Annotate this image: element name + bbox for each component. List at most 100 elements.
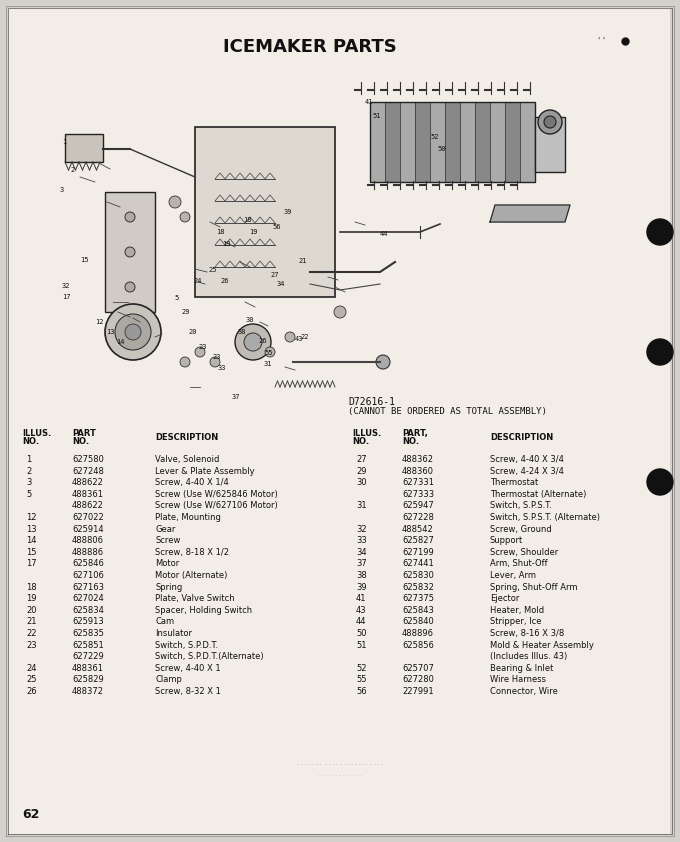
Text: Heater, Mold: Heater, Mold [490, 605, 544, 615]
Text: DESCRIPTION: DESCRIPTION [490, 433, 554, 442]
Text: Lever & Plate Assembly: Lever & Plate Assembly [155, 466, 254, 476]
Circle shape [285, 332, 295, 342]
Text: Spring, Shut-Off Arm: Spring, Shut-Off Arm [490, 583, 577, 592]
Text: 18: 18 [216, 229, 224, 235]
Text: Mold & Heater Assembly: Mold & Heater Assembly [490, 641, 594, 649]
Text: 13: 13 [106, 329, 114, 335]
Text: 627580: 627580 [72, 455, 104, 464]
Bar [415, 102, 430, 182]
Bar [65, 134, 103, 162]
Text: 14: 14 [26, 536, 37, 546]
Text: 26: 26 [26, 687, 37, 696]
Bar [370, 102, 535, 182]
Text: 3: 3 [60, 187, 64, 193]
Text: 627106: 627106 [72, 571, 104, 580]
Text: 488806: 488806 [72, 536, 104, 546]
Text: Stripper, Ice: Stripper, Ice [490, 617, 541, 626]
Text: 488372: 488372 [72, 687, 104, 696]
Circle shape [115, 314, 151, 350]
Circle shape [538, 110, 562, 134]
Text: PART,: PART, [402, 429, 428, 438]
Text: 625851: 625851 [72, 641, 104, 649]
Text: 627229: 627229 [72, 653, 104, 661]
Text: 625843: 625843 [402, 605, 434, 615]
Bar [535, 117, 565, 172]
Text: Wire Harness: Wire Harness [490, 675, 546, 685]
Text: 14: 14 [116, 339, 124, 345]
Circle shape [125, 247, 135, 257]
Text: 50: 50 [356, 629, 367, 638]
Text: 29: 29 [181, 309, 190, 315]
Text: 488362: 488362 [402, 455, 434, 464]
Text: 627199: 627199 [402, 548, 434, 557]
Text: Plate, Valve Switch: Plate, Valve Switch [155, 594, 235, 603]
Text: 5: 5 [26, 490, 31, 498]
Text: 18: 18 [26, 583, 37, 592]
Circle shape [125, 212, 135, 222]
Text: Lever, Arm: Lever, Arm [490, 571, 536, 580]
Text: Screw: Screw [155, 536, 180, 546]
Text: 20: 20 [26, 605, 37, 615]
Text: 23: 23 [26, 641, 37, 649]
Circle shape [180, 357, 190, 367]
Text: 39: 39 [284, 209, 292, 215]
Text: 34: 34 [356, 548, 367, 557]
Text: Switch, S.P.S.T. (Alternate): Switch, S.P.S.T. (Alternate) [490, 513, 600, 522]
Circle shape [195, 347, 205, 357]
Text: 488361: 488361 [72, 663, 104, 673]
Text: 627163: 627163 [72, 583, 104, 592]
Text: PART: PART [72, 429, 96, 438]
Circle shape [235, 324, 271, 360]
Text: 50: 50 [437, 146, 445, 152]
Text: 488886: 488886 [72, 548, 104, 557]
Text: 26: 26 [220, 278, 228, 284]
Circle shape [544, 116, 556, 128]
Text: 627441: 627441 [402, 559, 434, 568]
Text: 488360: 488360 [402, 466, 434, 476]
Circle shape [244, 333, 262, 351]
Text: Gear: Gear [155, 525, 175, 534]
Circle shape [265, 347, 275, 357]
Text: 18: 18 [243, 217, 252, 223]
Text: Connector, Wire: Connector, Wire [490, 687, 558, 696]
Text: 34: 34 [277, 281, 286, 287]
Text: 38: 38 [356, 571, 367, 580]
Text: NO.: NO. [402, 437, 419, 446]
Text: 17: 17 [62, 294, 71, 300]
Text: 32: 32 [356, 525, 367, 534]
Text: 12: 12 [26, 513, 37, 522]
Text: 12: 12 [95, 319, 103, 325]
Text: 41: 41 [356, 594, 367, 603]
Text: 488622: 488622 [72, 501, 104, 510]
Text: Motor: Motor [155, 559, 180, 568]
Circle shape [169, 196, 181, 208]
Text: Screw, 8-32 X 1: Screw, 8-32 X 1 [155, 687, 221, 696]
Text: 19: 19 [26, 594, 37, 603]
Bar [385, 102, 400, 182]
Text: 23: 23 [212, 354, 220, 360]
Text: Arm, Shut-Off: Arm, Shut-Off [490, 559, 547, 568]
Text: 625914: 625914 [72, 525, 103, 534]
Bar [195, 127, 335, 297]
Text: 62: 62 [22, 807, 39, 820]
Circle shape [180, 212, 190, 222]
Text: Screw, Ground: Screw, Ground [490, 525, 551, 534]
Text: Switch, S.P.D.T.: Switch, S.P.D.T. [155, 641, 218, 649]
Text: 25: 25 [208, 267, 216, 273]
Text: 43: 43 [356, 605, 367, 615]
Text: 24: 24 [193, 278, 201, 284]
Text: 32: 32 [62, 283, 71, 289]
Text: 17: 17 [26, 559, 37, 568]
Text: ILLUS.: ILLUS. [22, 429, 51, 438]
Circle shape [210, 357, 220, 367]
Text: 627024: 627024 [72, 594, 104, 603]
Polygon shape [490, 205, 570, 222]
Text: 627248: 627248 [72, 466, 104, 476]
Bar [430, 102, 445, 182]
Text: - - - - - - -  - - - - - - - - - - - - - - - -: - - - - - - - - - - - - - - - - - - - - … [297, 761, 383, 766]
Text: 1: 1 [62, 139, 66, 145]
Circle shape [376, 355, 390, 369]
Text: Spring: Spring [155, 583, 182, 592]
Circle shape [105, 304, 161, 360]
Text: 31: 31 [264, 361, 273, 367]
